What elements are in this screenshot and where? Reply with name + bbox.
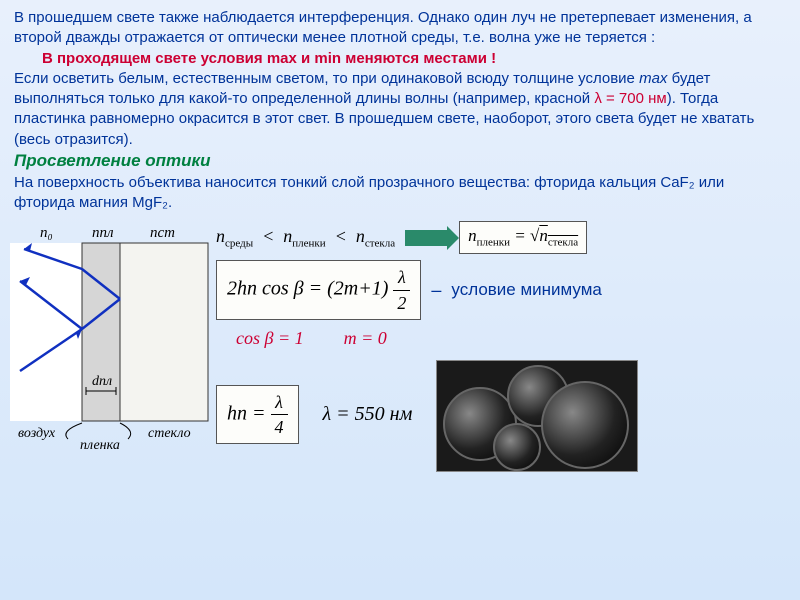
boxed-n-film-formula: nпленки = √nстекла bbox=[459, 221, 587, 254]
glass-label: стекло bbox=[148, 426, 191, 441]
formulas-column: nсреды < nпленки < nстекла nпленки = √nс… bbox=[216, 221, 790, 478]
refractive-index-inequality: nсреды < nпленки < nстекла bbox=[216, 224, 395, 251]
air-label: воздух bbox=[18, 426, 56, 441]
highlight-condition-swap: В проходящем свете условия max и min мен… bbox=[14, 49, 786, 69]
n0-label: n₀ bbox=[40, 225, 53, 241]
paragraph-3: На поверхность объектива наносится тонки… bbox=[14, 173, 786, 214]
minimum-condition-label: условие минимума bbox=[451, 279, 601, 302]
max-word: max bbox=[639, 70, 667, 87]
arrow-icon bbox=[405, 230, 449, 246]
film-label: пленка bbox=[80, 438, 120, 451]
lambda-red: λ = 700 нм bbox=[594, 90, 666, 107]
cos-beta-eq: cos β = 1 bbox=[236, 326, 304, 350]
bottom-figure-area: n₀ nпл nст dпл воздух стекло пленка bbox=[0, 221, 800, 478]
section-title-optics-coating: Просветление оптики bbox=[14, 150, 786, 173]
thin-film-diagram: n₀ nпл nст dпл воздух стекло пленка bbox=[10, 221, 210, 478]
dash: – bbox=[431, 278, 441, 302]
lenses-photo bbox=[436, 360, 638, 472]
boxed-hn-formula: hn = λ4 bbox=[216, 385, 299, 445]
paragraph-1: В прошедшем свете также наблюдается инте… bbox=[14, 8, 786, 49]
para2-part-a: Если осветить белым, естественным светом… bbox=[14, 70, 639, 87]
boxed-minimum-condition: 2hn cos β = (2m+1) λ2 bbox=[216, 260, 421, 320]
m-eq: m = 0 bbox=[344, 326, 387, 350]
dpl-label: dпл bbox=[92, 374, 112, 389]
npl-label: nпл bbox=[92, 225, 114, 241]
lambda-550: λ = 550 нм bbox=[323, 401, 413, 428]
paragraph-2: Если осветить белым, естественным светом… bbox=[14, 69, 786, 150]
nst-label: nст bbox=[150, 225, 175, 241]
